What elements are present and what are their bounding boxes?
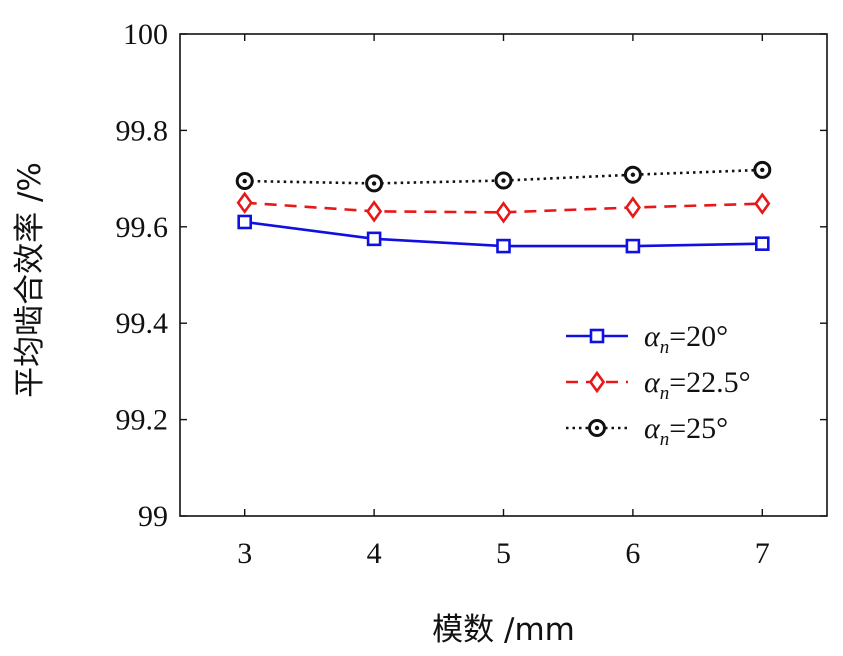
data-point — [754, 192, 771, 215]
x-axis-label: 模数 /mm — [432, 612, 575, 648]
data-point — [365, 200, 383, 223]
data-point — [623, 165, 642, 184]
y-tick-label: 99.4 — [116, 307, 169, 340]
series-1 — [237, 214, 770, 254]
data-point — [236, 191, 253, 214]
x-tick-label: 5 — [496, 537, 511, 570]
axis-ticks — [180, 33, 827, 517]
legend-item: αn=22.5° — [566, 366, 751, 404]
y-tick-label: 99.8 — [116, 114, 169, 147]
y-tick-labels: 99 99.2 99.4 99.6 99.8 100 — [116, 18, 169, 533]
legend-item: αn=20° — [566, 320, 728, 358]
legend-marker — [589, 328, 605, 344]
series-line — [244, 168, 763, 185]
data-point — [495, 201, 512, 224]
data-point — [366, 231, 382, 247]
y-axis-label: 平均啮合效率 /% — [12, 162, 48, 398]
data-point — [494, 171, 513, 190]
y-tick-label: 99.6 — [116, 211, 169, 244]
data-point — [754, 236, 770, 251]
legend-label: αn=22.5° — [644, 366, 751, 404]
data-point — [237, 214, 252, 230]
legend-label: αn=25° — [644, 412, 728, 450]
x-tick-labels: 3 4 5 6 7 — [237, 537, 770, 570]
data-point — [625, 238, 641, 254]
x-tick-label: 7 — [755, 537, 770, 570]
data-point — [365, 174, 384, 193]
x-tick-label: 6 — [625, 537, 640, 570]
data-point — [235, 172, 254, 191]
legend: αn=20° αn=22.5° αn=25° — [566, 320, 751, 450]
data-point — [624, 196, 642, 219]
series-2 — [236, 191, 771, 224]
data-point — [496, 238, 511, 254]
legend-item: αn=25° — [566, 412, 728, 450]
plot-area-frame — [179, 33, 828, 517]
data-point — [753, 160, 772, 179]
y-tick-label: 99.2 — [116, 404, 169, 437]
y-tick-label: 100 — [123, 18, 168, 51]
series-layer — [235, 160, 772, 254]
x-tick-label: 4 — [367, 537, 382, 570]
legend-marker — [588, 419, 606, 437]
series-line — [244, 201, 763, 214]
legend-marker — [588, 370, 606, 394]
x-tick-label: 3 — [237, 537, 252, 570]
legend-label: αn=20° — [644, 320, 728, 358]
y-tick-label: 99 — [138, 500, 168, 533]
series-3 — [235, 160, 772, 193]
